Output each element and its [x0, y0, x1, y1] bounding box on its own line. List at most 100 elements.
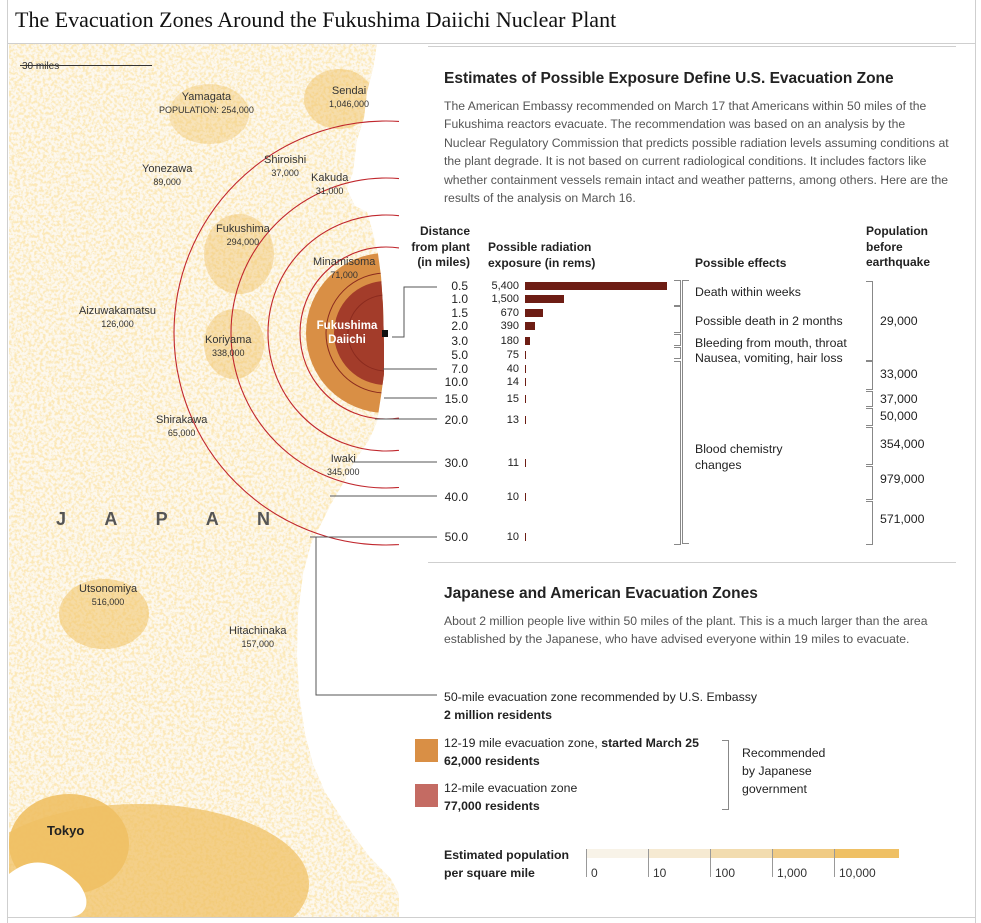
density-value-0: 0	[591, 866, 598, 880]
pop-bracket-5	[866, 427, 873, 465]
title-divider	[8, 43, 976, 44]
exposure-heading: Estimates of Possible Exposure Define U.…	[444, 70, 894, 87]
rem-value: 180	[500, 335, 519, 347]
distance-value: 5.0	[451, 348, 468, 362]
section-divider	[428, 562, 956, 563]
density-tick-4	[834, 849, 835, 877]
effect-nausea: Nausea, vomiting, hair loss	[695, 351, 843, 365]
rem-value: 40	[506, 363, 519, 375]
exposure-bar	[525, 378, 526, 386]
city-iwaki: Iwaki 345,000	[327, 453, 360, 477]
city-shiroishi: Shiroishi 37,000	[264, 154, 307, 178]
distance-value: 7.0	[451, 362, 468, 376]
map-graphic	[9, 44, 399, 917]
top-divider	[428, 46, 956, 47]
effect-bleeding: Bleeding from mouth, throat	[695, 336, 847, 350]
exposure-bar	[525, 309, 543, 317]
density-tick-3	[772, 849, 773, 877]
japanese-zones-bracket	[722, 740, 729, 810]
exposure-bar	[525, 295, 565, 303]
density-band-1	[648, 849, 710, 858]
pop-bracket-3	[866, 391, 873, 407]
effect-blood-chemistry: Blood chemistry changes	[695, 442, 783, 472]
rem-value: 75	[506, 349, 519, 361]
rem-value: 5,400	[491, 280, 519, 292]
distance-value: 15.0	[444, 392, 468, 406]
city-yonezawa: Yonezawa 89,000	[142, 163, 193, 187]
distance-value: 3.0	[451, 334, 468, 348]
map: 30 miles Yamagata POPULATION: 254,000 Sen…	[9, 44, 399, 917]
rem-value: 670	[500, 307, 519, 319]
density-tick-0	[586, 849, 587, 877]
city-yamagata: Yamagata POPULATION: 254,000	[159, 91, 254, 115]
density-tick-1	[648, 849, 649, 877]
bracket-blood-chemistry	[674, 361, 681, 545]
bottom-divider	[8, 917, 976, 918]
density-band-0	[586, 849, 648, 858]
pop-bracket-4	[866, 408, 873, 426]
recommended-label: Recommended by Japanese government	[742, 746, 826, 796]
city-aizuwakamatsu: Aizuwakamatsu 126,000	[79, 305, 157, 329]
rem-value: 15	[506, 393, 519, 405]
rem-value: 10	[506, 531, 519, 543]
exposure-header: Possible radiation exposure (in rems)	[488, 240, 596, 270]
city-kakuda: Kakuda 31,000	[311, 172, 349, 196]
exposure-bar	[525, 337, 530, 345]
density-band-2	[710, 849, 772, 858]
rem-value: 10	[506, 491, 519, 503]
density-band-3	[772, 849, 834, 858]
density-value-2: 100	[715, 866, 736, 880]
plant-label: Fukushima Daiichi	[316, 320, 378, 346]
zone-12-swatch	[415, 784, 438, 807]
scale-label: 30 miles	[22, 61, 60, 72]
zone-12-19-legend: 12-19 mile evacuation zone, started Marc…	[444, 736, 699, 768]
population-5: 354,000	[880, 437, 925, 451]
distance-value: 50.0	[444, 530, 468, 544]
us-zone-legend: 50-mile evacuation zone recommended by U…	[444, 690, 758, 722]
country-label: J A P A N	[56, 509, 288, 529]
bracket-nausea	[674, 347, 681, 359]
exposure-bar	[525, 365, 526, 373]
exposure-bar	[525, 416, 526, 424]
zone-12-19-swatch	[415, 739, 438, 762]
bracket-death-months	[674, 306, 681, 333]
distance-value: 30.0	[444, 456, 468, 470]
pop-bracket-2	[866, 361, 873, 390]
effect-death-weeks: Death within weeks	[695, 285, 801, 299]
city-minamisoma: Minamisoma 71,000	[313, 256, 376, 280]
distance-value: 10.0	[444, 375, 468, 389]
bracket-bleeding	[674, 334, 681, 346]
pop-bracket-1	[866, 281, 873, 361]
effects-header: Possible effects	[695, 256, 787, 270]
city-tokyo: Tokyo	[47, 823, 85, 838]
distance-value: 1.0	[451, 292, 468, 306]
zones-heading: Japanese and American Evacuation Zones	[444, 585, 758, 602]
city-fukushima: Fukushima 294,000	[216, 223, 270, 247]
population-2: 33,000	[880, 367, 918, 381]
distance-value: 40.0	[444, 490, 468, 504]
city-hitachinaka: Hitachinaka 157,000	[229, 625, 287, 649]
city-utsonomiya: Utsonomiya 516,000	[79, 583, 138, 607]
distance-value: 2.0	[451, 319, 468, 333]
scale-bar	[20, 65, 152, 66]
density-value-1: 10	[653, 866, 667, 880]
population-1: 29,000	[880, 314, 918, 328]
zones-description: About 2 million people live within 50 mi…	[444, 614, 928, 647]
rem-value: 390	[500, 320, 519, 332]
rem-value: 1,500	[491, 293, 519, 305]
effect-death-months: Possible death in 2 months	[695, 314, 843, 328]
rem-value: 11	[507, 457, 519, 469]
page-title: The Evacuation Zones Around the Fukushim…	[15, 7, 617, 32]
density-value-4: 10,000	[839, 866, 876, 880]
exposure-description: The American Embassy recommended on Marc…	[444, 99, 949, 206]
exposure-bar	[525, 351, 526, 359]
plant-marker	[382, 330, 388, 337]
rem-value: 14	[506, 376, 519, 388]
population-header: Population before earthquake	[866, 224, 931, 269]
zone-12-legend: 12-mile evacuation zone 77,000 residents	[444, 781, 578, 813]
right-border	[975, 0, 976, 923]
left-border	[7, 0, 8, 923]
population-4: 50,000	[880, 409, 918, 423]
pop-bracket-6	[866, 466, 873, 500]
exposure-bar	[525, 459, 526, 467]
